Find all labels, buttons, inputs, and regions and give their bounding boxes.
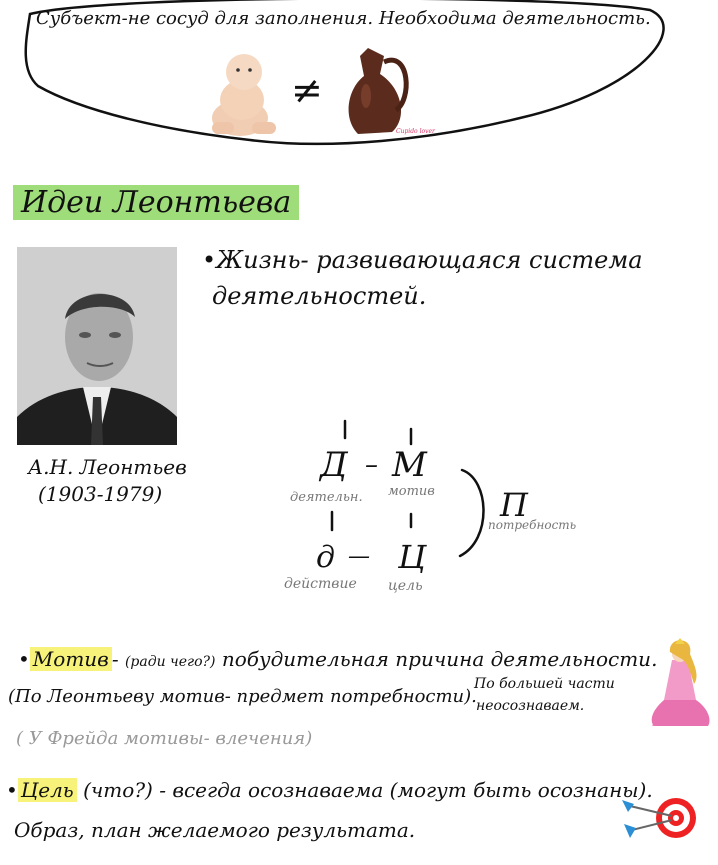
scheme-P: П xyxy=(500,486,528,524)
portrait-years: (1903-1979) xyxy=(38,482,163,506)
scheme-D: Д xyxy=(320,445,348,485)
goal-line1: • Цель (что?) - всегда осознаваема (могут… xyxy=(6,778,653,802)
motive-definition: побудительная причина деятельности. xyxy=(221,647,658,671)
scheme-d-label: действие xyxy=(284,576,357,592)
scheme-dash-top: – xyxy=(365,450,378,480)
portrait-photo xyxy=(17,247,177,445)
not-equal-symbol: ≠ xyxy=(291,68,323,112)
jug-caption: Cupido lover xyxy=(396,128,435,135)
scheme-dash-bottom: — xyxy=(348,544,370,569)
scheme-C-label: цель xyxy=(388,578,423,594)
motive-question: (ради чего?) xyxy=(124,654,216,670)
portrait-figure xyxy=(17,247,177,445)
motive-side1: По большей части xyxy=(474,676,615,692)
scheme-d: д xyxy=(316,540,336,575)
scheme-M: М xyxy=(392,445,427,485)
goal-line2: Образ, план желаемого результата. xyxy=(14,818,416,842)
portrait-name: А.Н. Леонтьев xyxy=(28,455,187,479)
life-statement-line1: •Жизнь- развивающаяся система xyxy=(202,246,643,274)
motive-line3: ( У Фрейда мотивы- влечения) xyxy=(16,728,313,749)
scheme-M-label: мотив xyxy=(388,484,435,499)
goal-question: (что?) xyxy=(83,778,153,802)
scheme-P-label: потребность xyxy=(488,518,577,532)
life-statement-line2: деятельностей. xyxy=(212,282,427,310)
motive-line1: • Мотив - (ради чего?) побудительная причи… xyxy=(18,647,658,671)
motive-line2: (По Леонтьеву мотив- предмет потребности… xyxy=(8,686,477,707)
motive-side2: неосознаваем. xyxy=(476,698,585,714)
motive-word: Мотив xyxy=(29,647,112,671)
scheme-D-label: деятельн. xyxy=(290,490,363,505)
section-title: Идеи Леонтьева xyxy=(13,185,300,220)
bubble-text: Субъект-не сосуд для заполнения. Необход… xyxy=(36,8,651,29)
goal-definition: - всегда осознаваема (могут быть осознан… xyxy=(159,778,653,802)
goal-word: Цель xyxy=(17,778,77,802)
scheme-C: Ц xyxy=(398,538,426,576)
